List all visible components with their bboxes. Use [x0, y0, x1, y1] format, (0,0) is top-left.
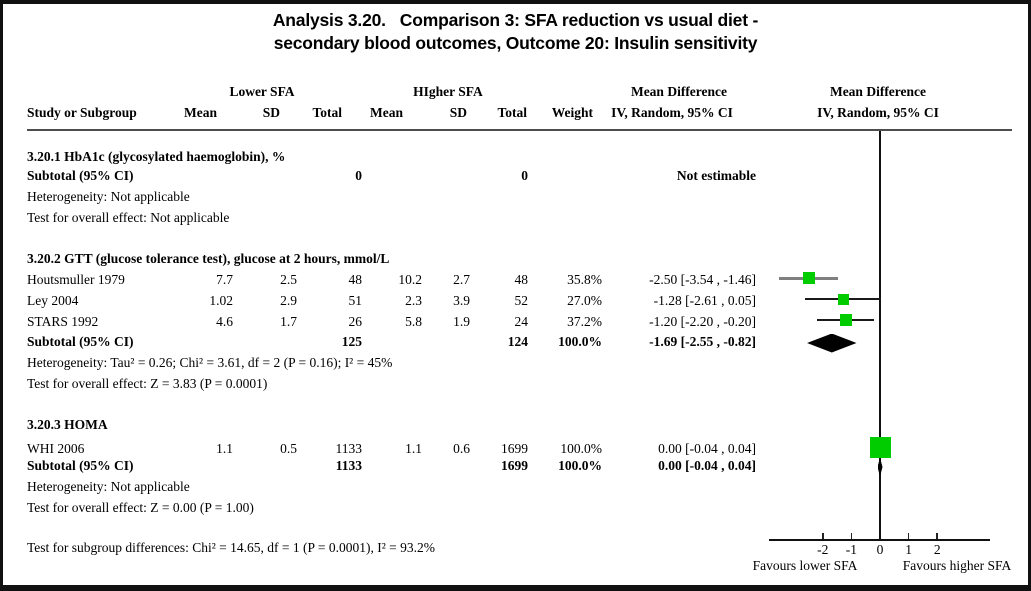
group-header-higher-sfa: HIgher SFA [413, 84, 483, 99]
figure-title-line1: Analysis 3.20. Comparison 3: SFA reducti… [272, 10, 759, 30]
axis-tick [822, 533, 824, 539]
subgroup-heading: 3.20.1 HbA1c (glycosylated haemoglobin),… [27, 149, 286, 164]
subtotal-row: Subtotal (95% CI) 1133 1699 100.0% 0.00 … [27, 458, 756, 473]
effect-square [869, 436, 891, 458]
axis-tick [936, 533, 938, 539]
group-header-md-plot: Mean Difference [829, 84, 927, 99]
study-name: Houtsmuller 1979 [27, 272, 125, 287]
group-header-md-table: Mean Difference [630, 84, 728, 99]
axis-tick [907, 533, 910, 539]
axis-tick [850, 533, 853, 539]
subtotal-ci: Not estimable [676, 168, 756, 183]
overall-effect-note: Test for overall effect: Z = 0.00 (P = 1… [27, 500, 254, 515]
subtotal-row: Subtotal (95% CI) 0 0 Not estimable [0, 167, 1031, 184]
axis-tick-label: -1 [845, 542, 858, 557]
effect-square [802, 272, 815, 284]
effect-square [837, 293, 849, 305]
axis-tick-label: -2 [817, 542, 829, 557]
axis-tick-label: 2 [933, 542, 941, 557]
effect-square [839, 314, 852, 326]
subtotal-diamond [807, 333, 857, 353]
study-row: Houtsmuller 1979 7.7 2.5 48 10.2 2.7 48 … [27, 272, 756, 287]
subtotal-total2: 0 [521, 168, 528, 183]
header-rule [27, 129, 1012, 131]
col-header-sd2: SD [449, 105, 467, 120]
subtotal-diamond [877, 457, 883, 477]
heterogeneity-note: Heterogeneity: Tau² = 0.26; Chi² = 3.61,… [27, 355, 393, 370]
subtotal-label: Subtotal (95% CI) [27, 458, 134, 473]
col-header-mean2: Mean [370, 105, 403, 120]
subgroup-differences-note: Test for subgroup differences: Chi² = 14… [27, 540, 436, 555]
subgroup-heading: 3.20.3 HOMA [27, 417, 108, 432]
overall-effect-note: Test for overall effect: Z = 3.83 (P = 0… [27, 376, 268, 391]
heterogeneity-note: Heterogeneity: Not applicable [27, 479, 190, 494]
table-group-header-row: Lower SFA HIgher SFA Mean Difference Mea… [0, 83, 1031, 100]
study-row: STARS 1992 4.6 1.7 26 5.8 1.9 24 37.2% -… [27, 314, 756, 329]
table-column-header-row: Study or Subgroup Mean SD Total Mean SD … [0, 104, 1031, 121]
col-header-ci-table: IV, Random, 95% CI [611, 105, 733, 120]
axis-tick-label: 1 [905, 542, 912, 557]
study-name: Ley 2004 [27, 293, 79, 308]
zero-line [879, 131, 881, 540]
col-header-total2: Total [497, 105, 527, 120]
overall-effect-note: Test for overall effect: Not applicable [27, 210, 230, 225]
col-header-sd1: SD [262, 105, 280, 120]
figure-title-line2: secondary blood outcomes, Outcome 20: In… [273, 33, 758, 53]
x-axis-line [769, 539, 990, 541]
col-header-study: Study or Subgroup [27, 105, 137, 120]
col-header-total1: Total [312, 105, 342, 120]
col-header-mean1: Mean [184, 105, 217, 120]
subgroup-heading: 3.20.2 GTT (glucose tolerance test), glu… [27, 251, 390, 266]
subtotal-label: Subtotal (95% CI) [27, 334, 134, 349]
subtotal-total1: 0 [355, 168, 362, 183]
col-header-weight: Weight [551, 105, 593, 120]
subtotal-row: Subtotal (95% CI) 125 124 100.0% -1.69 [… [27, 334, 756, 349]
col-header-ci-plot: IV, Random, 95% CI [817, 105, 939, 120]
heterogeneity-note: Heterogeneity: Not applicable [27, 189, 190, 204]
favours-left-label: Favours lower SFA [752, 558, 858, 573]
axis-tick-label: 0 [876, 542, 884, 557]
subtotal-label: Subtotal (95% CI) [27, 168, 134, 183]
study-name: STARS 1992 [27, 314, 99, 329]
study-row: Ley 2004 1.02 2.9 51 2.3 3.9 52 27.0% -1… [27, 293, 756, 308]
favours-right-label: Favours higher SFA [902, 558, 1012, 573]
group-header-lower-sfa: Lower SFA [229, 84, 295, 99]
study-row: WHI 2006 1.1 0.5 1133 1.1 0.6 1699 100.0… [27, 441, 756, 456]
study-name: WHI 2006 [27, 441, 85, 456]
